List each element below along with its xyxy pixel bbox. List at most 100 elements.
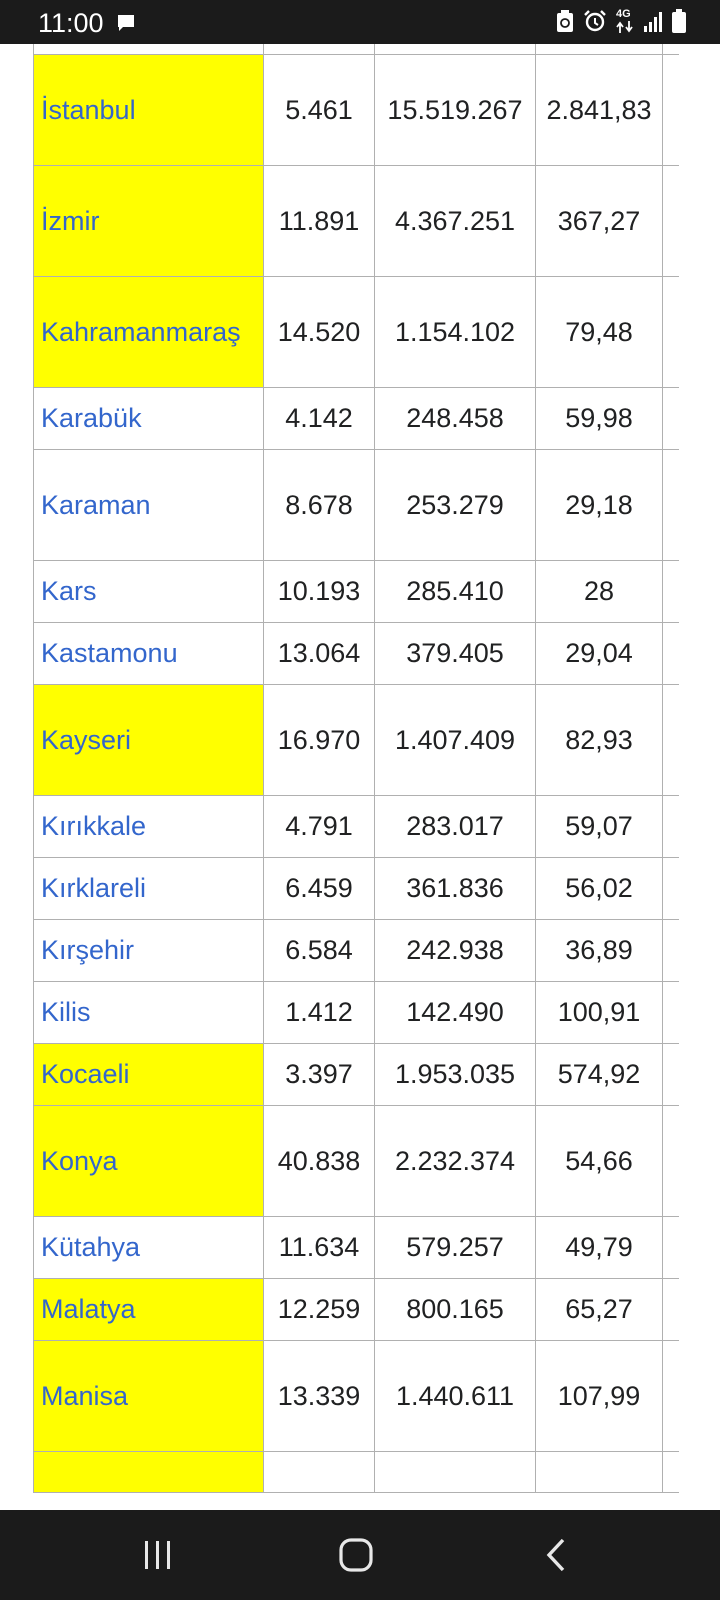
population-cell: 285.410 bbox=[374, 560, 536, 623]
table-row: İstanbul 5.461 15.519.267 2.841,83 bbox=[33, 54, 679, 166]
table-row-partial-top bbox=[33, 44, 679, 55]
area-cell: 10.193 bbox=[263, 560, 375, 623]
province-name-cell: Karaman bbox=[33, 449, 264, 561]
province-link[interactable]: Kayseri bbox=[41, 724, 132, 755]
province-name-cell: İstanbul bbox=[33, 54, 264, 166]
table-row: Kırklareli 6.459 361.836 56,02 bbox=[33, 857, 679, 920]
province-link[interactable]: Kocaeli bbox=[41, 1059, 130, 1089]
province-name-cell: Kırıkkale bbox=[33, 795, 264, 858]
province-name-cell: Kırşehir bbox=[33, 919, 264, 982]
area-cell: 6.584 bbox=[263, 919, 375, 982]
status-icons: 4G bbox=[556, 8, 686, 33]
table-row: Kırşehir 6.584 242.938 36,89 bbox=[33, 919, 679, 982]
table-row: İzmir 11.891 4.367.251 367,27 bbox=[33, 165, 679, 277]
page-content[interactable]: İstanbul 5.461 15.519.267 2.841,83 İzmir 11.8… bbox=[0, 44, 720, 1510]
province-link[interactable]: Kırıkkale bbox=[41, 811, 147, 841]
density-cell: 29,18 bbox=[535, 449, 663, 561]
clipped-column-cell bbox=[662, 560, 679, 623]
province-link[interactable]: Karaman bbox=[41, 489, 151, 520]
area-cell: 16.970 bbox=[263, 684, 375, 796]
province-name-cell: Kırklareli bbox=[33, 857, 264, 920]
province-name-cell: Kütahya bbox=[33, 1216, 264, 1279]
density-cell: 107,99 bbox=[535, 1340, 663, 1452]
table-row: Kocaeli 3.397 1.953.035 574,92 bbox=[33, 1043, 679, 1106]
signal-icon bbox=[643, 10, 663, 32]
province-name-cell: Kayseri bbox=[33, 684, 264, 796]
province-link[interactable]: Karabük bbox=[41, 403, 142, 433]
table-row-partial-bottom bbox=[33, 1451, 679, 1493]
area-cell: 11.634 bbox=[263, 1216, 375, 1279]
area-cell: 12.259 bbox=[263, 1278, 375, 1341]
density-cell: 49,79 bbox=[535, 1216, 663, 1279]
clipped-column-cell bbox=[662, 449, 679, 561]
clipped-column-cell bbox=[662, 54, 679, 166]
province-name-cell: Kilis bbox=[33, 981, 264, 1044]
table-row: Manisa 13.339 1.440.611 107,99 bbox=[33, 1340, 679, 1452]
province-link[interactable]: Kars bbox=[41, 576, 97, 606]
population-cell: 253.279 bbox=[374, 449, 536, 561]
recent-apps-icon[interactable] bbox=[134, 1533, 182, 1577]
clipped-column-cell bbox=[662, 622, 679, 685]
table-row: Kütahya 11.634 579.257 49,79 bbox=[33, 1216, 679, 1279]
area-cell: 6.459 bbox=[263, 857, 375, 920]
province-link[interactable]: Malatya bbox=[41, 1294, 136, 1324]
province-link[interactable]: Kırşehir bbox=[41, 935, 135, 965]
table-row: Malatya 12.259 800.165 65,27 bbox=[33, 1278, 679, 1341]
table-row: Kastamonu 13.064 379.405 29,04 bbox=[33, 622, 679, 685]
province-link[interactable]: Manisa bbox=[41, 1380, 129, 1411]
table-row: Kars 10.193 285.410 28 bbox=[33, 560, 679, 623]
population-cell: 2.232.374 bbox=[374, 1105, 536, 1217]
table-row: Konya 40.838 2.232.374 54,66 bbox=[33, 1105, 679, 1217]
area-cell: 3.397 bbox=[263, 1043, 375, 1106]
province-link[interactable]: Kütahya bbox=[41, 1232, 141, 1262]
density-cell: 100,91 bbox=[535, 981, 663, 1044]
recycle-icon bbox=[556, 9, 574, 33]
population-cell: 800.165 bbox=[374, 1278, 536, 1341]
province-link[interactable]: Kastamonu bbox=[41, 638, 178, 668]
population-cell: 142.490 bbox=[374, 981, 536, 1044]
home-icon[interactable] bbox=[332, 1533, 380, 1577]
density-cell: 574,92 bbox=[535, 1043, 663, 1106]
province-link[interactable]: Kahramanmaraş bbox=[41, 316, 241, 347]
network-type-label: 4G bbox=[616, 8, 631, 20]
population-cell: 1.440.611 bbox=[374, 1340, 536, 1452]
area-cell: 4.142 bbox=[263, 387, 375, 450]
back-icon[interactable] bbox=[532, 1533, 580, 1577]
density-cell: 82,93 bbox=[535, 684, 663, 796]
province-name-cell: Konya bbox=[33, 1105, 264, 1217]
province-name-cell: Kocaeli bbox=[33, 1043, 264, 1106]
table-row: Kayseri 16.970 1.407.409 82,93 bbox=[33, 684, 679, 796]
province-link[interactable]: Kırklareli bbox=[41, 873, 147, 903]
density-cell: 2.841,83 bbox=[535, 54, 663, 166]
status-time: 11:00 bbox=[38, 8, 104, 38]
clipped-column-cell bbox=[662, 1105, 679, 1217]
clipped-column-cell bbox=[662, 981, 679, 1044]
clipped-column-cell bbox=[662, 684, 679, 796]
clipped-column-cell bbox=[662, 795, 679, 858]
province-name-cell: Malatya bbox=[33, 1278, 264, 1341]
province-name-cell: Kastamonu bbox=[33, 622, 264, 685]
population-cell: 4.367.251 bbox=[374, 165, 536, 277]
area-cell: 11.891 bbox=[263, 165, 375, 277]
population-cell: 242.938 bbox=[374, 919, 536, 982]
area-cell: 14.520 bbox=[263, 276, 375, 388]
area-cell: 1.412 bbox=[263, 981, 375, 1044]
population-cell: 379.405 bbox=[374, 622, 536, 685]
province-link[interactable]: İstanbul bbox=[41, 94, 136, 125]
clipped-column-cell bbox=[662, 387, 679, 450]
area-cell: 13.339 bbox=[263, 1340, 375, 1452]
density-cell: 56,02 bbox=[535, 857, 663, 920]
population-cell: 361.836 bbox=[374, 857, 536, 920]
clipped-column-cell bbox=[662, 919, 679, 982]
population-cell: 1.407.409 bbox=[374, 684, 536, 796]
province-link[interactable]: İzmir bbox=[41, 205, 100, 236]
province-link[interactable]: Konya bbox=[41, 1145, 118, 1176]
battery-icon bbox=[672, 9, 686, 33]
table-row: Kahramanmaraş 14.520 1.154.102 79,48 bbox=[33, 276, 679, 388]
alarm-icon bbox=[583, 9, 607, 33]
density-cell: 65,27 bbox=[535, 1278, 663, 1341]
province-name-cell: Manisa bbox=[33, 1340, 264, 1452]
province-link[interactable]: Kilis bbox=[41, 997, 91, 1027]
status-bar: 11:00 4G bbox=[0, 0, 720, 44]
table-row: Kilis 1.412 142.490 100,91 bbox=[33, 981, 679, 1044]
